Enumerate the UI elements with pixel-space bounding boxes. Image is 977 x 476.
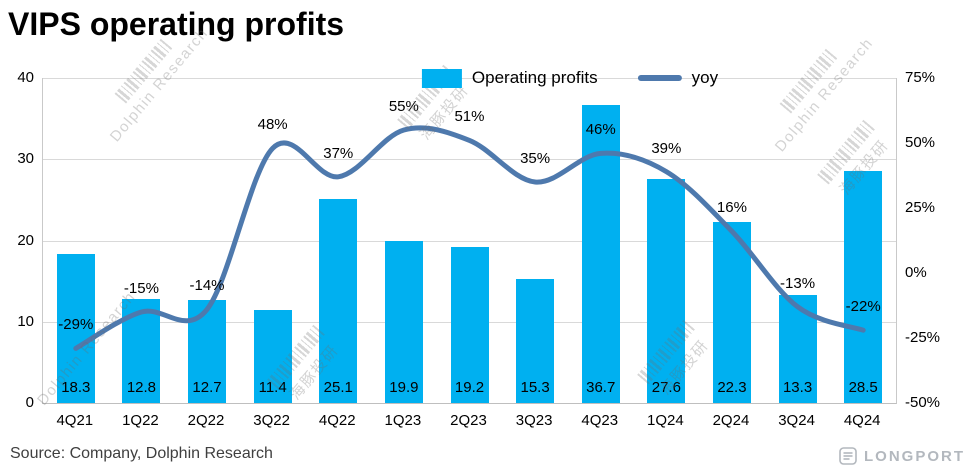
x-axis-label: 3Q24: [778, 412, 815, 429]
y-axis-tick-right: 25%: [905, 199, 936, 216]
x-axis-label: 4Q22: [318, 412, 356, 429]
y-axis-tick-left: 20: [17, 231, 34, 249]
x-axis-label: 2Q24: [712, 412, 750, 429]
yoy-point-label: 48%: [257, 116, 288, 134]
y-axis-tick-left: 0: [25, 394, 34, 411]
grid-line: [43, 78, 896, 79]
legend-item-operating-profits: Operating profits: [421, 68, 598, 88]
yoy-point-label: 37%: [323, 144, 354, 162]
bar-value-label: 11.4: [258, 379, 287, 396]
x-axis-label: 3Q22: [253, 412, 290, 429]
grid-line: [43, 240, 896, 242]
yoy-point-label: -13%: [780, 274, 816, 292]
bar: [319, 199, 358, 403]
bar: [56, 254, 95, 403]
yoy-point-label: 51%: [454, 108, 485, 126]
chart-legend: Operating profits yoy: [421, 68, 744, 88]
legend-label-yoy: yoy: [691, 68, 719, 87]
bar: [712, 221, 751, 403]
yoy-point-label: 16%: [716, 199, 747, 217]
bar-value-label: 19.9: [389, 379, 419, 396]
bar-value-label: 19.2: [454, 379, 485, 396]
x-axis-label: 4Q24: [843, 412, 881, 429]
source-note: Source: Company, Dolphin Research: [10, 445, 273, 462]
longport-brand: LONGPORT: [839, 447, 965, 465]
y-axis-tick-left: 30: [17, 150, 34, 168]
longport-logo-icon: [839, 447, 857, 465]
bar: [384, 241, 423, 403]
bar-value-label: 36.7: [586, 379, 616, 396]
y-axis-tick-right: 0%: [905, 264, 927, 281]
bar-value-label: 13.3: [782, 379, 813, 396]
bar-value-label: 18.3: [61, 379, 91, 396]
x-axis-label: 4Q21: [56, 412, 94, 429]
yoy-point-label: 39%: [651, 139, 682, 157]
bar-value-label: 25.1: [323, 379, 353, 396]
x-axis-label: 4Q23: [581, 412, 619, 429]
yoy-point-label: 46%: [585, 121, 616, 139]
legend-swatch-line: [637, 75, 682, 81]
x-axis-label: 3Q23: [515, 412, 553, 429]
bar-value-label: 12.8: [126, 379, 157, 396]
yoy-point-label: -29%: [58, 316, 94, 334]
legend-swatch-bar: [421, 68, 462, 88]
yoy-point-label: -14%: [189, 277, 225, 295]
yoy-point-label: -22%: [845, 298, 881, 316]
y-axis-tick-left: 10: [17, 312, 34, 330]
plot-area: 18.3 12.8 12.7 11.4 25.1 19.9 19.2 15.3 36.7 27.6…: [42, 78, 897, 404]
bar-value-label: 15.3: [520, 379, 550, 396]
bar: [253, 310, 292, 403]
chart-title: VIPS operating profits: [8, 6, 345, 42]
x-axis-label: 2Q23: [450, 412, 487, 429]
yoy-line-chart: [73, 125, 866, 351]
y-axis-tick-right: 75%: [905, 69, 936, 86]
legend-label-operating-profits: Operating profits: [471, 68, 598, 87]
y-axis-tick-right: -50%: [905, 394, 941, 411]
x-axis-label: 1Q23: [384, 412, 422, 429]
bar: [450, 247, 489, 403]
bar-value-label: 22.3: [717, 379, 747, 396]
yoy-point-label: 35%: [520, 150, 551, 167]
yoy-line: [73, 125, 866, 351]
longport-brand-name: LONGPORT: [864, 447, 965, 465]
yoy-point-label: 55%: [388, 98, 419, 115]
yoy-point-label: -15%: [123, 280, 159, 297]
x-axis-label: 2Q22: [187, 412, 225, 429]
bar: [647, 178, 686, 403]
y-axis-tick-right: 50%: [905, 134, 936, 151]
bar-value-label: 28.5: [848, 379, 878, 396]
x-axis-label: 1Q22: [122, 412, 159, 429]
legend-item-yoy: yoy: [637, 68, 719, 88]
bar-value-label: 12.7: [192, 379, 222, 396]
bar-value-label: 27.6: [651, 379, 681, 396]
grid-line: [43, 159, 896, 161]
y-axis-tick-right: -25%: [905, 329, 941, 346]
x-axis-label: 1Q24: [646, 412, 684, 429]
bar: [844, 171, 883, 403]
bar: [516, 278, 555, 403]
y-axis-tick-left: 40: [17, 69, 34, 86]
